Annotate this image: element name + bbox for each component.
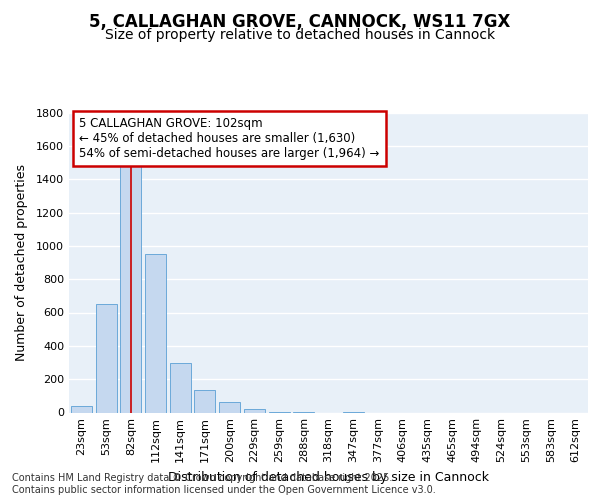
Text: 5, CALLAGHAN GROVE, CANNOCK, WS11 7GX: 5, CALLAGHAN GROVE, CANNOCK, WS11 7GX — [89, 12, 511, 30]
Bar — [71, 406, 92, 412]
Bar — [219, 402, 240, 412]
Text: Contains HM Land Registry data © Crown copyright and database right 2025.
Contai: Contains HM Land Registry data © Crown c… — [12, 474, 436, 495]
Bar — [170, 364, 191, 412]
Y-axis label: Number of detached properties: Number of detached properties — [14, 164, 28, 361]
Text: Size of property relative to detached houses in Cannock: Size of property relative to detached ho… — [105, 28, 495, 42]
Bar — [145, 254, 166, 412]
Bar — [244, 409, 265, 412]
Bar — [194, 390, 215, 412]
Text: 5 CALLAGHAN GROVE: 102sqm
← 45% of detached houses are smaller (1,630)
54% of se: 5 CALLAGHAN GROVE: 102sqm ← 45% of detac… — [79, 117, 380, 160]
X-axis label: Distribution of detached houses by size in Cannock: Distribution of detached houses by size … — [168, 471, 489, 484]
Bar — [120, 164, 141, 412]
Bar — [95, 304, 116, 412]
